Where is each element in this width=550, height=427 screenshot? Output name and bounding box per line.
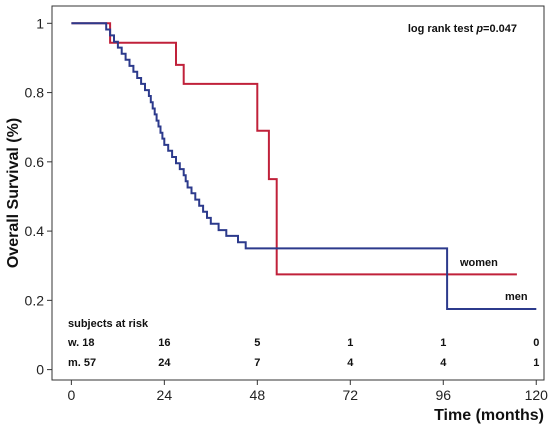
risk-count-row1-t24: 24 bbox=[158, 357, 171, 369]
x-tick-label-120: 120 bbox=[525, 387, 549, 403]
x-axis-title: Time (months) bbox=[434, 407, 544, 424]
risk-table: 16 5 1 1 0 24 7 4 4 1 bbox=[158, 337, 539, 369]
y-tick-label-1: 1 bbox=[36, 15, 44, 31]
risk-count-row1-t72: 4 bbox=[347, 357, 354, 369]
annotation-p-value: =0.047 bbox=[483, 23, 517, 35]
y-tick-label-0.4: 0.4 bbox=[25, 223, 45, 239]
y-tick-label-0.2: 0.2 bbox=[25, 292, 45, 308]
series-line-men bbox=[71, 22, 537, 310]
risk-count-row1-t120: 1 bbox=[533, 357, 539, 369]
risk-table-title: subjects at risk bbox=[68, 318, 149, 330]
x-tick-label-72: 72 bbox=[343, 387, 359, 403]
y-tick-label-0.8: 0.8 bbox=[25, 85, 45, 101]
legend-label-women: women bbox=[459, 257, 498, 269]
plot-frame bbox=[51, 5, 545, 381]
risk-count-row0-t24: 16 bbox=[158, 337, 170, 349]
annotation-p: p bbox=[475, 23, 483, 35]
risk-count-row0-t72: 1 bbox=[347, 337, 353, 349]
legend-label-men: men bbox=[505, 291, 528, 303]
risk-count-row0-t96: 1 bbox=[440, 337, 446, 349]
x-tick-label-0: 0 bbox=[67, 387, 75, 403]
x-tick-label-48: 48 bbox=[250, 387, 266, 403]
risk-count-row0-t120: 0 bbox=[533, 337, 539, 349]
annotation-prefix: log rank test bbox=[408, 23, 476, 35]
y-axis-title: Overall Survival (%) bbox=[5, 118, 22, 268]
x-tick-label-96: 96 bbox=[435, 387, 451, 403]
risk-count-row1-t96: 4 bbox=[440, 357, 447, 369]
series-lines bbox=[71, 22, 537, 310]
risk-count-row0-t48: 5 bbox=[254, 337, 260, 349]
series-line-women bbox=[71, 22, 517, 276]
risk-count-row1-t48: 7 bbox=[254, 357, 260, 369]
risk-row-label-women: w. 18 bbox=[67, 337, 95, 349]
x-tick-label-24: 24 bbox=[157, 387, 173, 403]
risk-row-label-men: m. 57 bbox=[68, 357, 96, 369]
y-tick-label-0: 0 bbox=[36, 362, 44, 378]
axis-ticks: 0 24 48 72 96 120 0 0.2 0.4 0.6 0.8 1 bbox=[25, 15, 549, 403]
y-tick-label-0.6: 0.6 bbox=[25, 154, 45, 170]
log-rank-annotation: log rank test p=0.047 bbox=[408, 23, 517, 35]
